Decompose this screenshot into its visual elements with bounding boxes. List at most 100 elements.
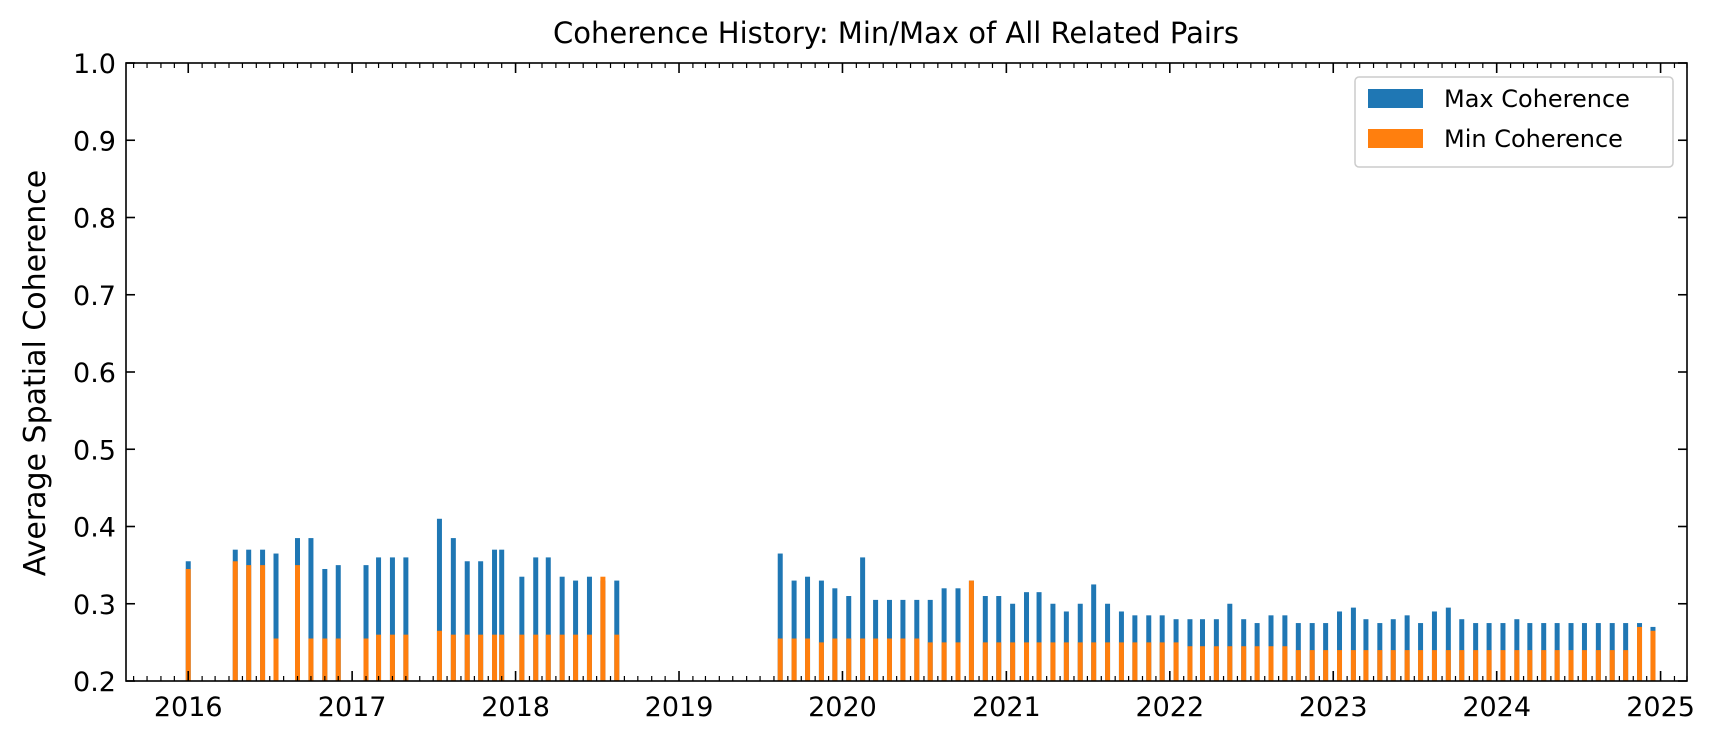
max-coherence-bar [450,538,456,681]
min-coherence-bar [450,634,456,681]
min-coherence-bar [1063,642,1069,682]
max-coherence-bar [1350,607,1356,681]
min-coherence-bar [1390,650,1396,681]
x-tick-label: 2023 [1299,692,1368,723]
min-coherence-bar [1105,642,1111,682]
max-coherence-bar [1431,611,1437,681]
min-coherence-bar [1132,642,1138,682]
min-coherence-bar [1445,650,1451,681]
max-coherence-bar [492,549,498,681]
max-coherence-bar [499,549,505,681]
min-coherence-bar [832,638,838,681]
min-coherence-bar [1036,642,1042,682]
min-coherence-bar [1595,650,1601,681]
min-coherence-bar [499,634,505,681]
min-coherence-bar [1295,650,1301,681]
max-coherence-bar [614,580,620,681]
max-coherence-bar [1091,584,1097,681]
max-coherence-bar [573,580,579,681]
min-coherence-bar [1527,650,1533,681]
min-coherence-bar [1187,646,1193,681]
min-coherence-bar [533,634,539,681]
min-coherence-bar [1337,650,1343,681]
max-coherence-bar [1077,603,1083,681]
min-coherence-bar [777,638,783,681]
min-coherence-bar [873,638,879,681]
max-coherence-bar [436,518,442,681]
max-coherence-bar [363,565,369,682]
min-coherence-bar [1268,646,1274,681]
min-coherence-bar [982,642,988,682]
min-coherence-bar [941,642,947,682]
min-coherence-bar [1173,642,1179,682]
min-coherence-bar [1637,626,1643,681]
x-tick-label: 2018 [481,692,550,723]
min-coherence-bar [927,642,933,682]
min-coherence-bar [389,634,395,681]
y-tick-label: 0.7 [73,281,116,312]
min-coherence-bar [363,638,369,681]
min-coherence-bar [1541,650,1547,681]
max-coherence-bar [955,588,961,681]
y-tick-label: 0.6 [73,358,116,389]
min-coherence-bar [1459,650,1465,681]
min-coherence-bar [1514,650,1520,681]
min-coherence-bar [805,638,811,681]
min-coherence-bar [246,565,252,682]
min-coherence-bar [1554,650,1560,681]
min-coherence-bar [968,580,974,681]
min-coherence-bar [1473,650,1479,681]
legend: Max Coherence Min Coherence [1354,76,1674,168]
min-coherence-bar [914,638,920,681]
min-coherence-bar [818,642,824,682]
x-tick-label: 2019 [645,692,714,723]
x-tick-label: 2022 [1135,692,1204,723]
max-coherence-bar [791,580,797,681]
plot-frame [125,62,1688,682]
max-coherence-bar [519,576,525,681]
min-coherence-bar [1323,650,1329,681]
min-coherence-bar [1199,646,1205,681]
max-coherence-bar [1105,603,1111,681]
min-coherence-bar [1431,650,1437,681]
min-coherence-bar [846,638,852,681]
max-coherence-bar [403,557,409,681]
min-coherence-bar [559,634,565,681]
min-coherence-bar [1581,650,1587,681]
min-coherence-bar [1500,650,1506,681]
max-coherence-bar [832,588,838,681]
min-coherence-bar [295,565,300,682]
min-coherence-bar [1010,642,1016,682]
min-coherence-bar [1309,650,1315,681]
min-coherence-bar [260,565,266,682]
x-tick-label: 2021 [972,692,1041,723]
min-coherence-bar [886,638,892,681]
chart-title: Coherence History: Min/Max of All Relate… [553,16,1239,50]
min-coherence-bar [1282,646,1288,681]
max-coherence-bar [777,553,783,681]
y-tick-label: 0.2 [73,667,116,698]
y-axis-label: Average Spatial Coherence [18,170,53,576]
min-coherence-bar [492,634,498,681]
x-tick-label: 2016 [154,692,223,723]
min-coherence-bar [335,638,341,681]
min-coherence-bar [1091,642,1097,682]
min-coherence-bar [1650,630,1656,681]
max-coherence-bar [982,596,988,681]
max-coherence-bar [941,588,947,681]
min-coherence-bar [1568,650,1574,681]
min-coherence-bar [464,634,470,681]
max-coherence-bar [1010,603,1016,681]
max-coherence-bar [1337,611,1343,681]
min-coherence-bar [1146,642,1152,682]
max-coherence-bar [860,557,866,681]
min-coherence-bar [586,634,592,681]
legend-box [1354,76,1674,168]
max-coherence-bar [1036,592,1042,681]
max-coherence-bar [927,599,933,681]
max-coherence-bar [478,561,484,681]
min-coherence-bar [1050,642,1056,682]
min-coherence-bar [1486,650,1492,681]
max-coherence-bar [545,557,551,681]
